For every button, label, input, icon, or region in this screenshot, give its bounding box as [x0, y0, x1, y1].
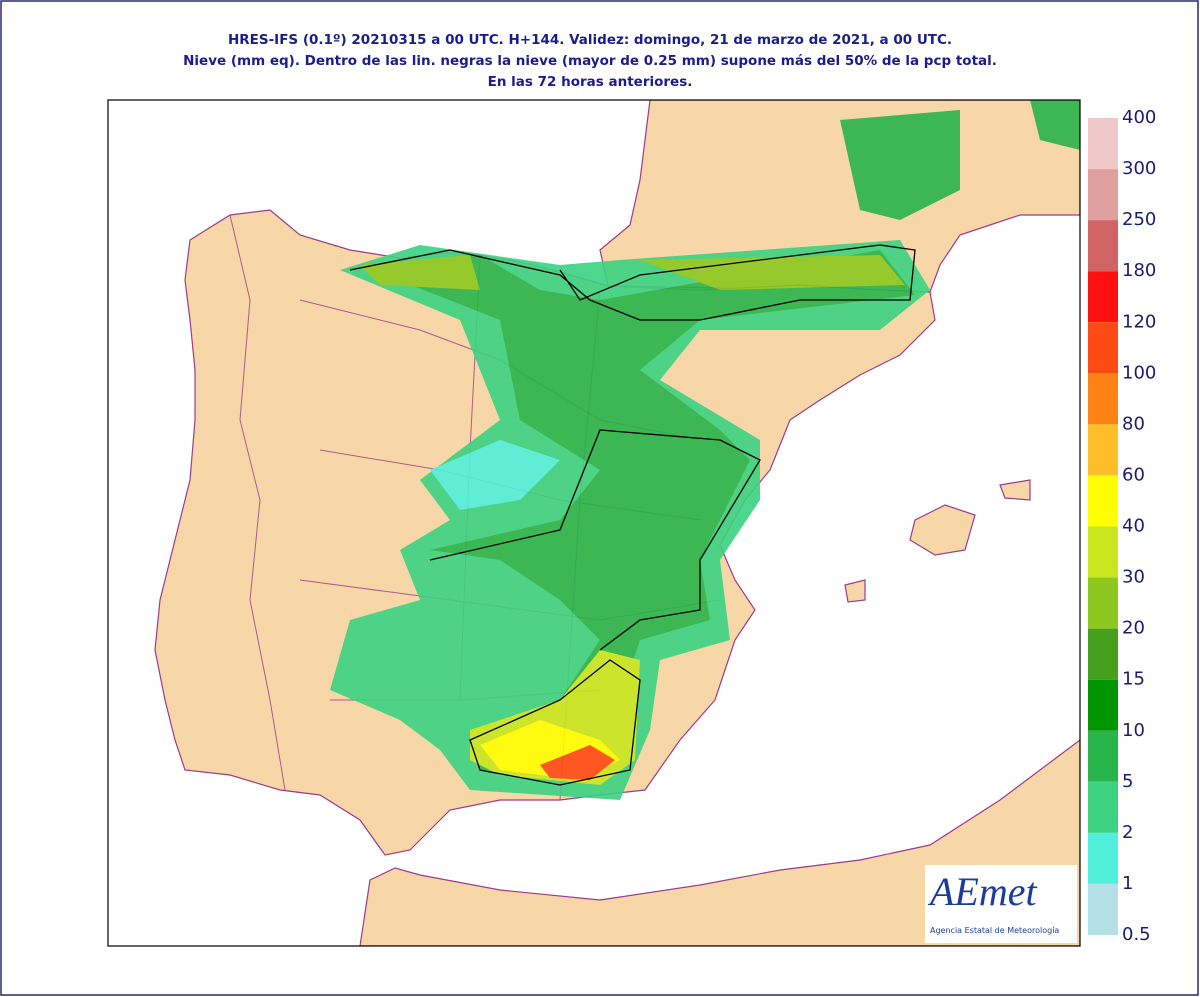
colorbar-label: 30: [1122, 567, 1145, 588]
portugal-border: [229, 214, 286, 791]
menorca: [999, 479, 1031, 501]
contour: [349, 244, 916, 321]
colorbar-swatch: [1088, 832, 1118, 884]
colorbar-label: 5: [1122, 771, 1133, 792]
map-frame: [107, 99, 1081, 947]
colorbar-swatch: [1088, 781, 1118, 833]
snow-area: [360, 255, 905, 290]
ibiza: [844, 579, 866, 603]
colorbar-label: 20: [1122, 618, 1145, 639]
contour: [429, 429, 761, 651]
contours: [349, 244, 916, 786]
title-line: Nieve (mm eq). Dentro de las lin. negras…: [183, 53, 997, 69]
colorbar-label: 15: [1122, 669, 1145, 690]
snow-area: [360, 250, 915, 770]
colorbar-swatch: [1088, 220, 1118, 272]
snow-area: [840, 100, 1080, 220]
colorbar-swatch: [1088, 322, 1118, 374]
colorbar-swatch: [1088, 883, 1118, 935]
colorbar-label: 250: [1122, 209, 1156, 230]
colorbar-label: 80: [1122, 413, 1145, 434]
colorbar-label: 2: [1122, 822, 1133, 843]
colorbar-swatch: [1088, 526, 1118, 578]
colorbar-label: 10: [1122, 720, 1145, 741]
colorbar-label: 400: [1122, 107, 1156, 128]
colorbar-label: 40: [1122, 516, 1145, 537]
colorbar-swatch: [1088, 577, 1118, 629]
colorbar-swatch: [1088, 730, 1118, 782]
colorbar-label: 60: [1122, 464, 1145, 485]
contour: [469, 659, 641, 786]
logo-box: [925, 865, 1077, 943]
colorbar-swatch: [1088, 373, 1118, 425]
colorbar-label: 0.5: [1122, 924, 1151, 945]
colorbar-swatch: [1088, 628, 1118, 680]
africa: [359, 739, 1080, 946]
colorbar-swatch: [1088, 271, 1118, 323]
colorbar-swatch: [1088, 169, 1118, 221]
colorbar-label: 120: [1122, 311, 1156, 332]
colorbar-swatch: [1088, 118, 1118, 170]
logo-name: AEmet: [927, 869, 1038, 914]
colorbar-label: 300: [1122, 158, 1156, 179]
colorbar-swatch: [1088, 424, 1118, 476]
title-line: En las 72 horas anteriores.: [488, 74, 693, 90]
map: AEmet Agencia Estatal de Meteorología: [108, 100, 1080, 946]
colorbar-swatch: [1088, 475, 1118, 527]
snow-area: [430, 440, 560, 510]
colorbar-label: 100: [1122, 362, 1156, 383]
snow-area: [540, 745, 615, 780]
title-line: HRES-IFS (0.1º) 20210315 a 00 UTC. H+144…: [228, 32, 952, 48]
snow-field: [330, 100, 1080, 800]
colorbar-swatch: [1088, 679, 1118, 731]
colorbar: 400 300 250 180 120 100 80 60 40 30 20 15 10 5 2 1 0.5: [1088, 107, 1156, 945]
colorbar-label: 180: [1122, 260, 1156, 281]
mallorca: [909, 504, 976, 556]
colorbar-label: 1: [1122, 873, 1133, 894]
logo-subtitle: Agencia Estatal de Meteorología: [930, 926, 1059, 935]
